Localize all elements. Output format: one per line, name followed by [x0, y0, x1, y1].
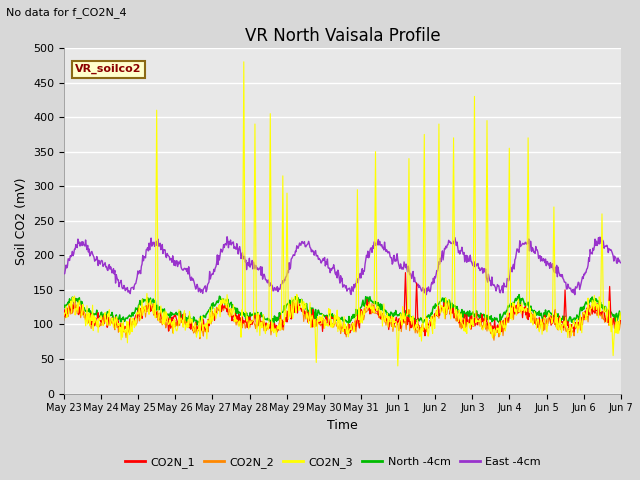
X-axis label: Time: Time	[327, 419, 358, 432]
Legend: CO2N_1, CO2N_2, CO2N_3, North -4cm, East -4cm: CO2N_1, CO2N_2, CO2N_3, North -4cm, East…	[120, 452, 545, 472]
Y-axis label: Soil CO2 (mV): Soil CO2 (mV)	[15, 177, 28, 264]
Text: VR_soilco2: VR_soilco2	[75, 64, 141, 74]
Text: No data for f_CO2N_4: No data for f_CO2N_4	[6, 7, 127, 18]
Title: VR North Vaisala Profile: VR North Vaisala Profile	[244, 27, 440, 45]
